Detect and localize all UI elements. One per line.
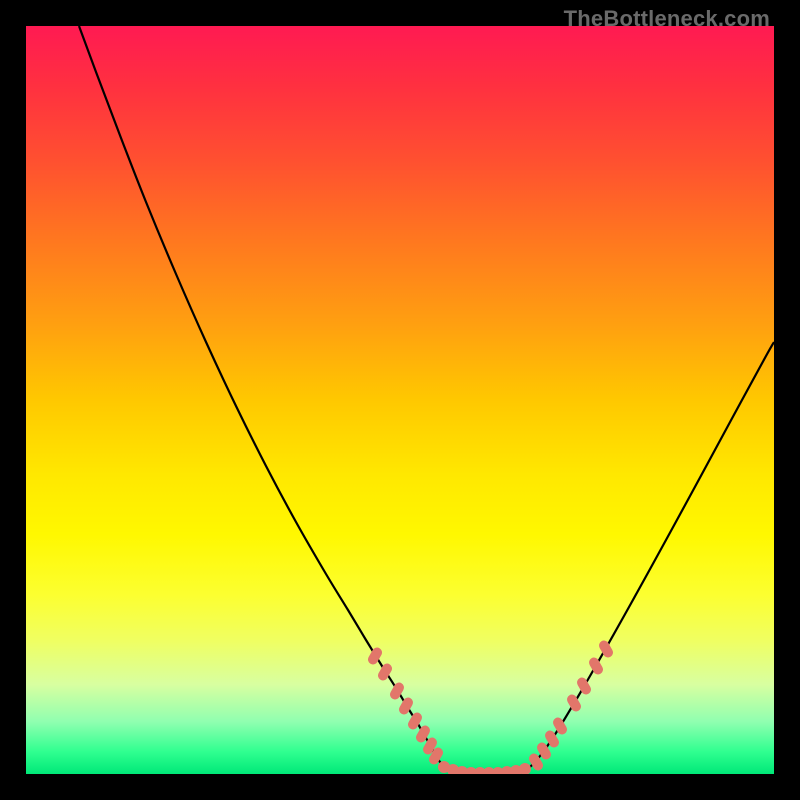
curve-marker (565, 693, 583, 714)
chart-svg (26, 26, 774, 774)
curve-marker (587, 656, 605, 677)
curve-marker (597, 639, 615, 660)
curve-marker (575, 676, 593, 697)
chart-plot-area (26, 26, 774, 774)
bottleneck-curve (79, 26, 774, 774)
curve-markers (366, 639, 615, 774)
curve-right-branch (528, 342, 774, 768)
curve-marker (519, 763, 531, 774)
curve-left-branch (79, 26, 445, 768)
